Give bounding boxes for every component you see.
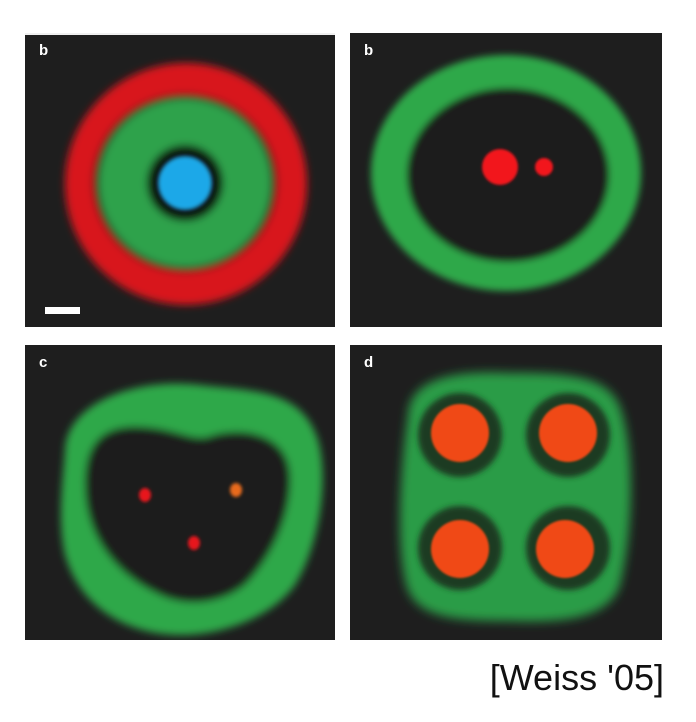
panel-concentric-rings: b: [25, 33, 335, 327]
panel-label: d: [364, 354, 374, 371]
orange-dot-right: [230, 483, 242, 497]
scale-bar: [45, 307, 80, 314]
four-spots-image: [399, 372, 631, 622]
green-ring-image: [371, 55, 641, 291]
red-dot-large: [482, 149, 518, 185]
citation-text: [Weiss '05]: [489, 657, 664, 698]
panel-label: b: [364, 42, 374, 59]
concentric-rings-image: [65, 63, 307, 305]
panel-four-spots: d: [350, 345, 662, 640]
panel-heart-ring-three-dots: c: [25, 345, 335, 640]
orange-spot-bottom-left: [431, 520, 489, 578]
red-dot-left: [139, 488, 151, 502]
orange-spot-top-left: [431, 404, 489, 462]
red-dot-small: [535, 158, 553, 176]
top-border-line: [25, 33, 335, 35]
red-dot-bottom: [188, 536, 200, 550]
blue-center-spot: [158, 156, 212, 210]
orange-spot-bottom-right: [536, 520, 594, 578]
orange-spot-top-right: [539, 404, 597, 462]
panel-label: b: [39, 42, 49, 59]
heart-ring-image: [60, 383, 323, 636]
panel-green-ring-two-dots: b: [350, 33, 662, 327]
panel-label: c: [39, 354, 48, 371]
